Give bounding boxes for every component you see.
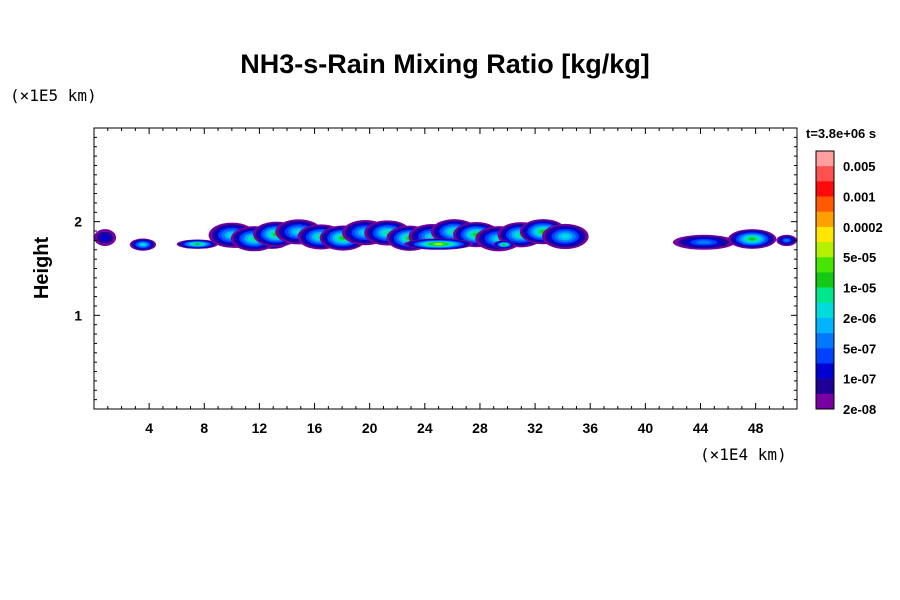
axis-ticks <box>94 128 797 409</box>
mixing-ratio-field <box>94 219 797 252</box>
colorbar-level-label: 5e-05 <box>843 250 876 265</box>
contour-band <box>100 234 110 241</box>
contour-band <box>140 243 146 246</box>
x-tick-label: 36 <box>582 420 598 436</box>
x-tick-label: 28 <box>472 420 488 436</box>
colorbar-swatch <box>816 287 834 304</box>
colorbar-level-label: 1e-05 <box>843 281 876 296</box>
colorbar-swatch <box>816 257 834 273</box>
colorbar-swatch <box>816 242 834 258</box>
colorbar-level-label: 5e-07 <box>843 341 876 356</box>
colorbar-swatch <box>816 196 834 213</box>
colorbar: 0.005 0.001 0.0002 5e-05 1e-05 2e-06 5e-07 1e-0… <box>815 150 883 417</box>
colorbar-frame <box>815 150 835 410</box>
contour-band <box>434 243 443 246</box>
x-tick-label: 40 <box>638 420 654 436</box>
x-unit-label: (×1E4 km) <box>700 445 787 464</box>
y-axis-label: Height <box>31 237 53 300</box>
y-tick-labels: 12 <box>74 214 82 324</box>
colorbar-swatch <box>816 302 834 319</box>
x-tick-label: 44 <box>693 420 709 436</box>
colorbar-level-label: 0.0002 <box>843 220 883 235</box>
x-tick-label: 32 <box>527 420 543 436</box>
colorbar-swatch <box>816 226 834 243</box>
colorbar-swatch <box>816 378 834 395</box>
colorbar-level-label: 0.005 <box>843 159 876 174</box>
y-tick-label: 2 <box>74 214 82 230</box>
x-tick-label: 20 <box>362 420 378 436</box>
colorbar-swatch <box>816 151 834 167</box>
colorbar-swatch <box>816 211 834 228</box>
colorbar-swatch <box>816 333 834 349</box>
contour-band <box>502 243 506 246</box>
plot-frame <box>93 127 798 410</box>
colorbar-swatch <box>816 272 834 288</box>
x-tick-labels: 4 8 12 16 20 24 28 32 36 40 44 48 <box>145 420 763 436</box>
x-tick-label: 48 <box>748 420 764 436</box>
x-tick-label: 4 <box>145 420 153 436</box>
x-tick-label: 8 <box>200 420 208 436</box>
contour-band <box>748 237 756 241</box>
contour-band <box>194 243 201 246</box>
colorbar-level-label: 0.001 <box>843 190 876 205</box>
contour-band <box>561 234 570 239</box>
contour-band <box>696 240 712 245</box>
x-tick-label: 24 <box>417 420 433 436</box>
time-label: t=3.8e+06 s <box>806 126 876 141</box>
colorbar-swatch <box>816 166 834 182</box>
x-tick-label: 16 <box>307 420 323 436</box>
colorbar-swatch <box>816 393 834 410</box>
colorbar-level-label: 2e-08 <box>843 402 876 417</box>
x-tick-label: 12 <box>252 420 268 436</box>
y-tick-label: 1 <box>74 307 82 323</box>
chart-title: NH3-s-Rain Mixing Ratio [kg/kg] <box>240 49 650 79</box>
colorbar-level-label: 1e-07 <box>843 372 876 387</box>
colorbar-swatch <box>816 348 834 364</box>
colorbar-swatch <box>816 363 834 379</box>
y-unit-label: (×1E5 km) <box>10 86 97 105</box>
colorbar-swatch <box>816 181 834 197</box>
contour-band <box>784 239 790 242</box>
colorbar-swatch <box>816 317 834 334</box>
colorbar-level-label: 2e-06 <box>843 311 876 326</box>
